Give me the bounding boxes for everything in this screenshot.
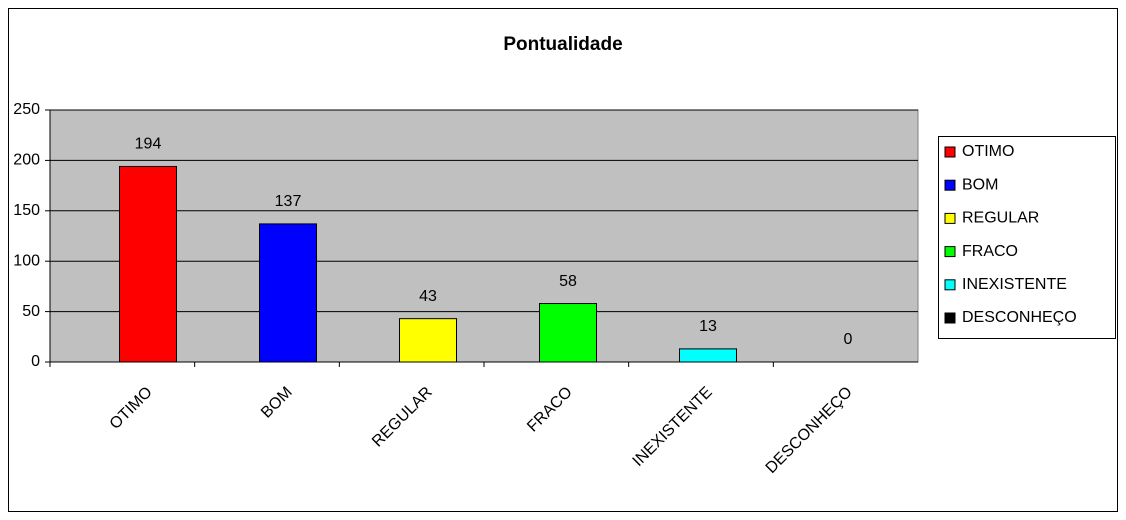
legend-swatch [944,279,956,291]
bar [539,303,597,363]
bar [679,348,737,363]
value-label: 137 [275,193,302,210]
chart-title: Pontualidade [503,34,622,55]
legend-swatch [944,146,956,158]
value-label: 58 [559,273,577,290]
y-tick-label: 200 [13,152,40,169]
legend [938,136,1116,339]
legend-label: DESCONHEÇO [962,309,1077,326]
value-label: 43 [419,288,437,305]
legend-swatch [944,246,956,258]
plot-area [49,109,919,363]
legend-label: REGULAR [962,210,1039,227]
legend-label: INEXISTENTE [962,276,1067,293]
value-label: 194 [135,136,162,153]
legend-swatch [944,312,956,324]
y-tick-label: 50 [22,303,40,320]
y-tick-label: 150 [13,202,40,219]
legend-label: FRACO [962,243,1018,260]
y-tick-label: 100 [13,252,40,269]
legend-swatch [944,179,956,191]
legend-swatch [944,212,956,224]
legend-label: OTIMO [962,143,1014,160]
y-tick-label: 0 [31,353,40,370]
value-label: 0 [844,331,853,348]
legend-label: BOM [962,176,998,193]
y-tick-label: 250 [13,101,40,118]
bar [399,318,457,363]
bar [259,223,317,363]
bar [119,165,177,363]
value-label: 13 [699,318,717,335]
